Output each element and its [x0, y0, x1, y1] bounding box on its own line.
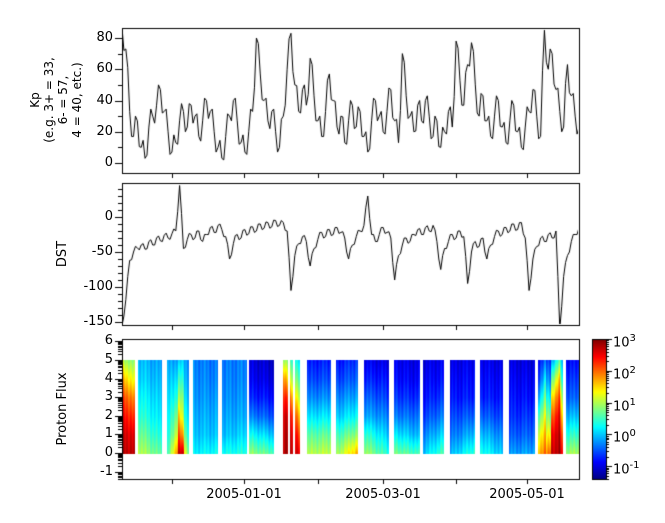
- proton_flux-ytick-label: 6: [104, 333, 113, 349]
- dst-ytick-label: -100: [83, 278, 113, 294]
- colorbar-exponent: 0: [629, 428, 636, 440]
- dst-ytick-label: -50: [91, 244, 113, 259]
- kp-ytick-label: 80: [96, 30, 113, 45]
- colorbar-tick-label: 103: [613, 333, 636, 351]
- proton_flux-ytick-label: -1: [100, 463, 113, 479]
- dst-ytick-label: -150: [83, 313, 113, 329]
- proton_flux-ytick-label: 2: [104, 407, 113, 423]
- kp-ytick-label: 60: [96, 61, 113, 77]
- proton_flux-ytick-label: 0: [104, 444, 113, 460]
- proton_flux-ytick-label: 5: [104, 352, 113, 367]
- colorbar-exponent: 1: [629, 396, 636, 408]
- colorbar-exponent: 2: [629, 364, 636, 376]
- dst-ytick-label: 0: [104, 209, 113, 224]
- colorbar-tick-label: 100: [613, 428, 636, 446]
- proton_flux-ytick-label: 1: [104, 426, 113, 442]
- colorbar-exponent: 3: [629, 333, 636, 344]
- kp-axis-label-line: Kp: [28, 92, 42, 108]
- kp-ytick-label: 0: [104, 155, 113, 170]
- kp-axis-label-line: (e.g. 3+ = 33,: [42, 57, 56, 143]
- colorbar-tick-label: 101: [613, 396, 636, 414]
- colorbar-tick-label: 102: [613, 364, 636, 383]
- colorbar-exponent: -1: [629, 460, 640, 472]
- colorbar-tick-label: 10-1: [613, 460, 640, 478]
- proton_flux-ytick-label: 3: [104, 389, 113, 405]
- kp-ytick-label: 20: [96, 123, 113, 139]
- xtick-label-2005-05-01: 2005-05-01: [489, 487, 565, 502]
- xtick-label-2005-03-01: 2005-03-01: [345, 487, 421, 502]
- kp-ytick-label: 40: [96, 92, 113, 108]
- xtick-label-2005-01-01: 2005-01-01: [206, 487, 282, 502]
- proton_flux-ytick-label: 4: [104, 370, 113, 386]
